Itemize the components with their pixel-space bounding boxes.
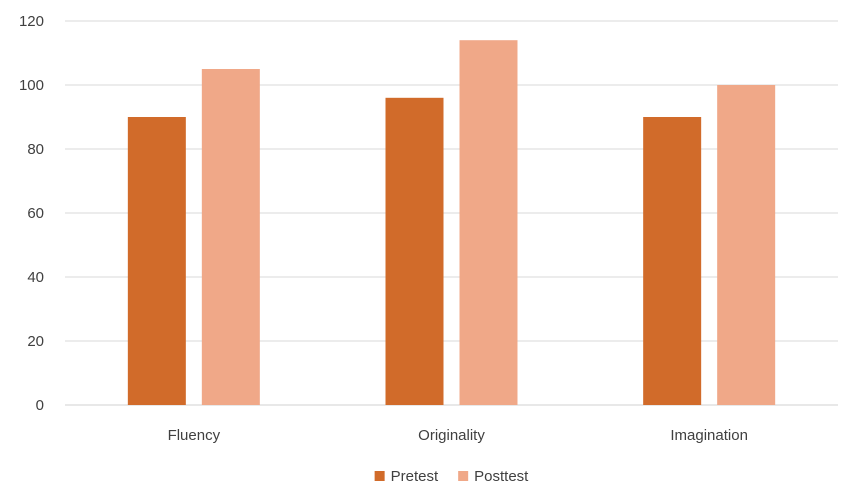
legend-swatch bbox=[374, 471, 385, 481]
x-tick-label: Originality bbox=[418, 427, 485, 444]
y-tick-label: 100 bbox=[19, 77, 44, 94]
y-tick-label: 40 bbox=[27, 269, 44, 286]
bar-posttest-imagination bbox=[717, 85, 776, 405]
bar-posttest-originality bbox=[459, 40, 518, 405]
x-tick-label: Imagination bbox=[670, 427, 748, 444]
legend: Pretest Posttest bbox=[374, 468, 529, 485]
y-tick-label: 120 bbox=[19, 13, 44, 30]
bar-pretest-originality bbox=[385, 97, 444, 406]
bar-posttest-fluency bbox=[201, 69, 260, 405]
y-tick-label: 20 bbox=[27, 333, 44, 350]
y-tick-label: 60 bbox=[27, 205, 44, 222]
bar-pretest-fluency bbox=[127, 117, 186, 405]
gridlines bbox=[65, 20, 838, 406]
legend-label: Posttest bbox=[474, 468, 529, 485]
y-tick-label: 80 bbox=[27, 141, 44, 158]
legend-item-posttest: Posttest bbox=[458, 468, 529, 485]
y-axis-tick-labels: 0 20 40 60 80 100 120 bbox=[19, 13, 44, 414]
bars bbox=[127, 40, 776, 406]
legend-item-pretest: Pretest bbox=[374, 468, 439, 485]
x-axis-tick-labels: Fluency Originality Imagination bbox=[168, 427, 748, 444]
x-tick-label: Fluency bbox=[168, 427, 221, 444]
legend-label: Pretest bbox=[391, 468, 439, 485]
y-tick-label: 0 bbox=[36, 397, 44, 414]
bar-pretest-imagination bbox=[643, 117, 702, 405]
legend-swatch bbox=[458, 471, 469, 481]
